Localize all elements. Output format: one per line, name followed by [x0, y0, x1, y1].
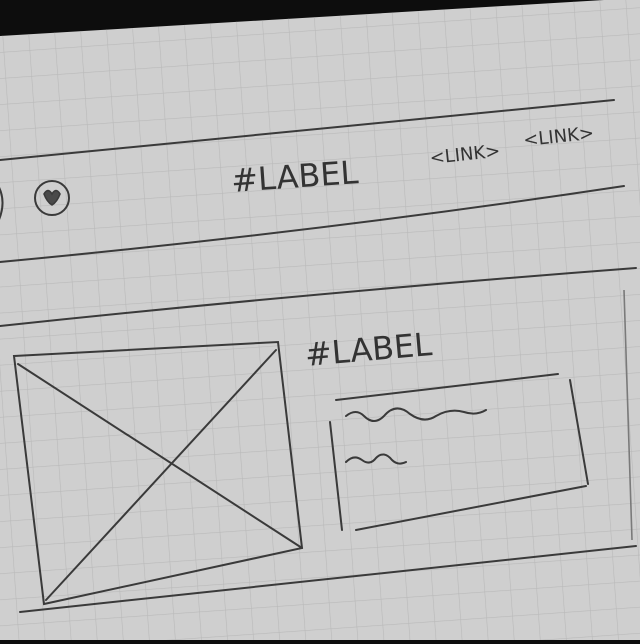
text-block-top-line	[335, 373, 559, 401]
header-icons[interactable]	[0, 180, 70, 223]
header-bar	[0, 99, 625, 263]
header-label: #LABEL	[230, 153, 360, 200]
content-top-line	[0, 267, 637, 327]
text-squiggle-2	[345, 453, 407, 465]
content-bottom-line	[19, 545, 637, 613]
right-panel-edge	[623, 289, 633, 541]
header-bottom-line	[0, 185, 625, 263]
heart-glyph	[43, 189, 61, 206]
text-block-bottom-line	[355, 485, 587, 531]
image-cross-line-2	[45, 349, 277, 601]
content-section	[0, 267, 637, 613]
menu-circle-icon[interactable]	[0, 181, 4, 223]
image-placeholder-icon	[12, 340, 304, 606]
heart-icon[interactable]	[34, 180, 70, 216]
text-squiggle-1	[345, 407, 487, 422]
text-block-left-line	[329, 421, 343, 531]
text-block	[329, 373, 589, 531]
image-cross-line-1	[17, 363, 303, 549]
text-block-right-line	[569, 379, 589, 485]
header-top-line	[0, 99, 615, 161]
